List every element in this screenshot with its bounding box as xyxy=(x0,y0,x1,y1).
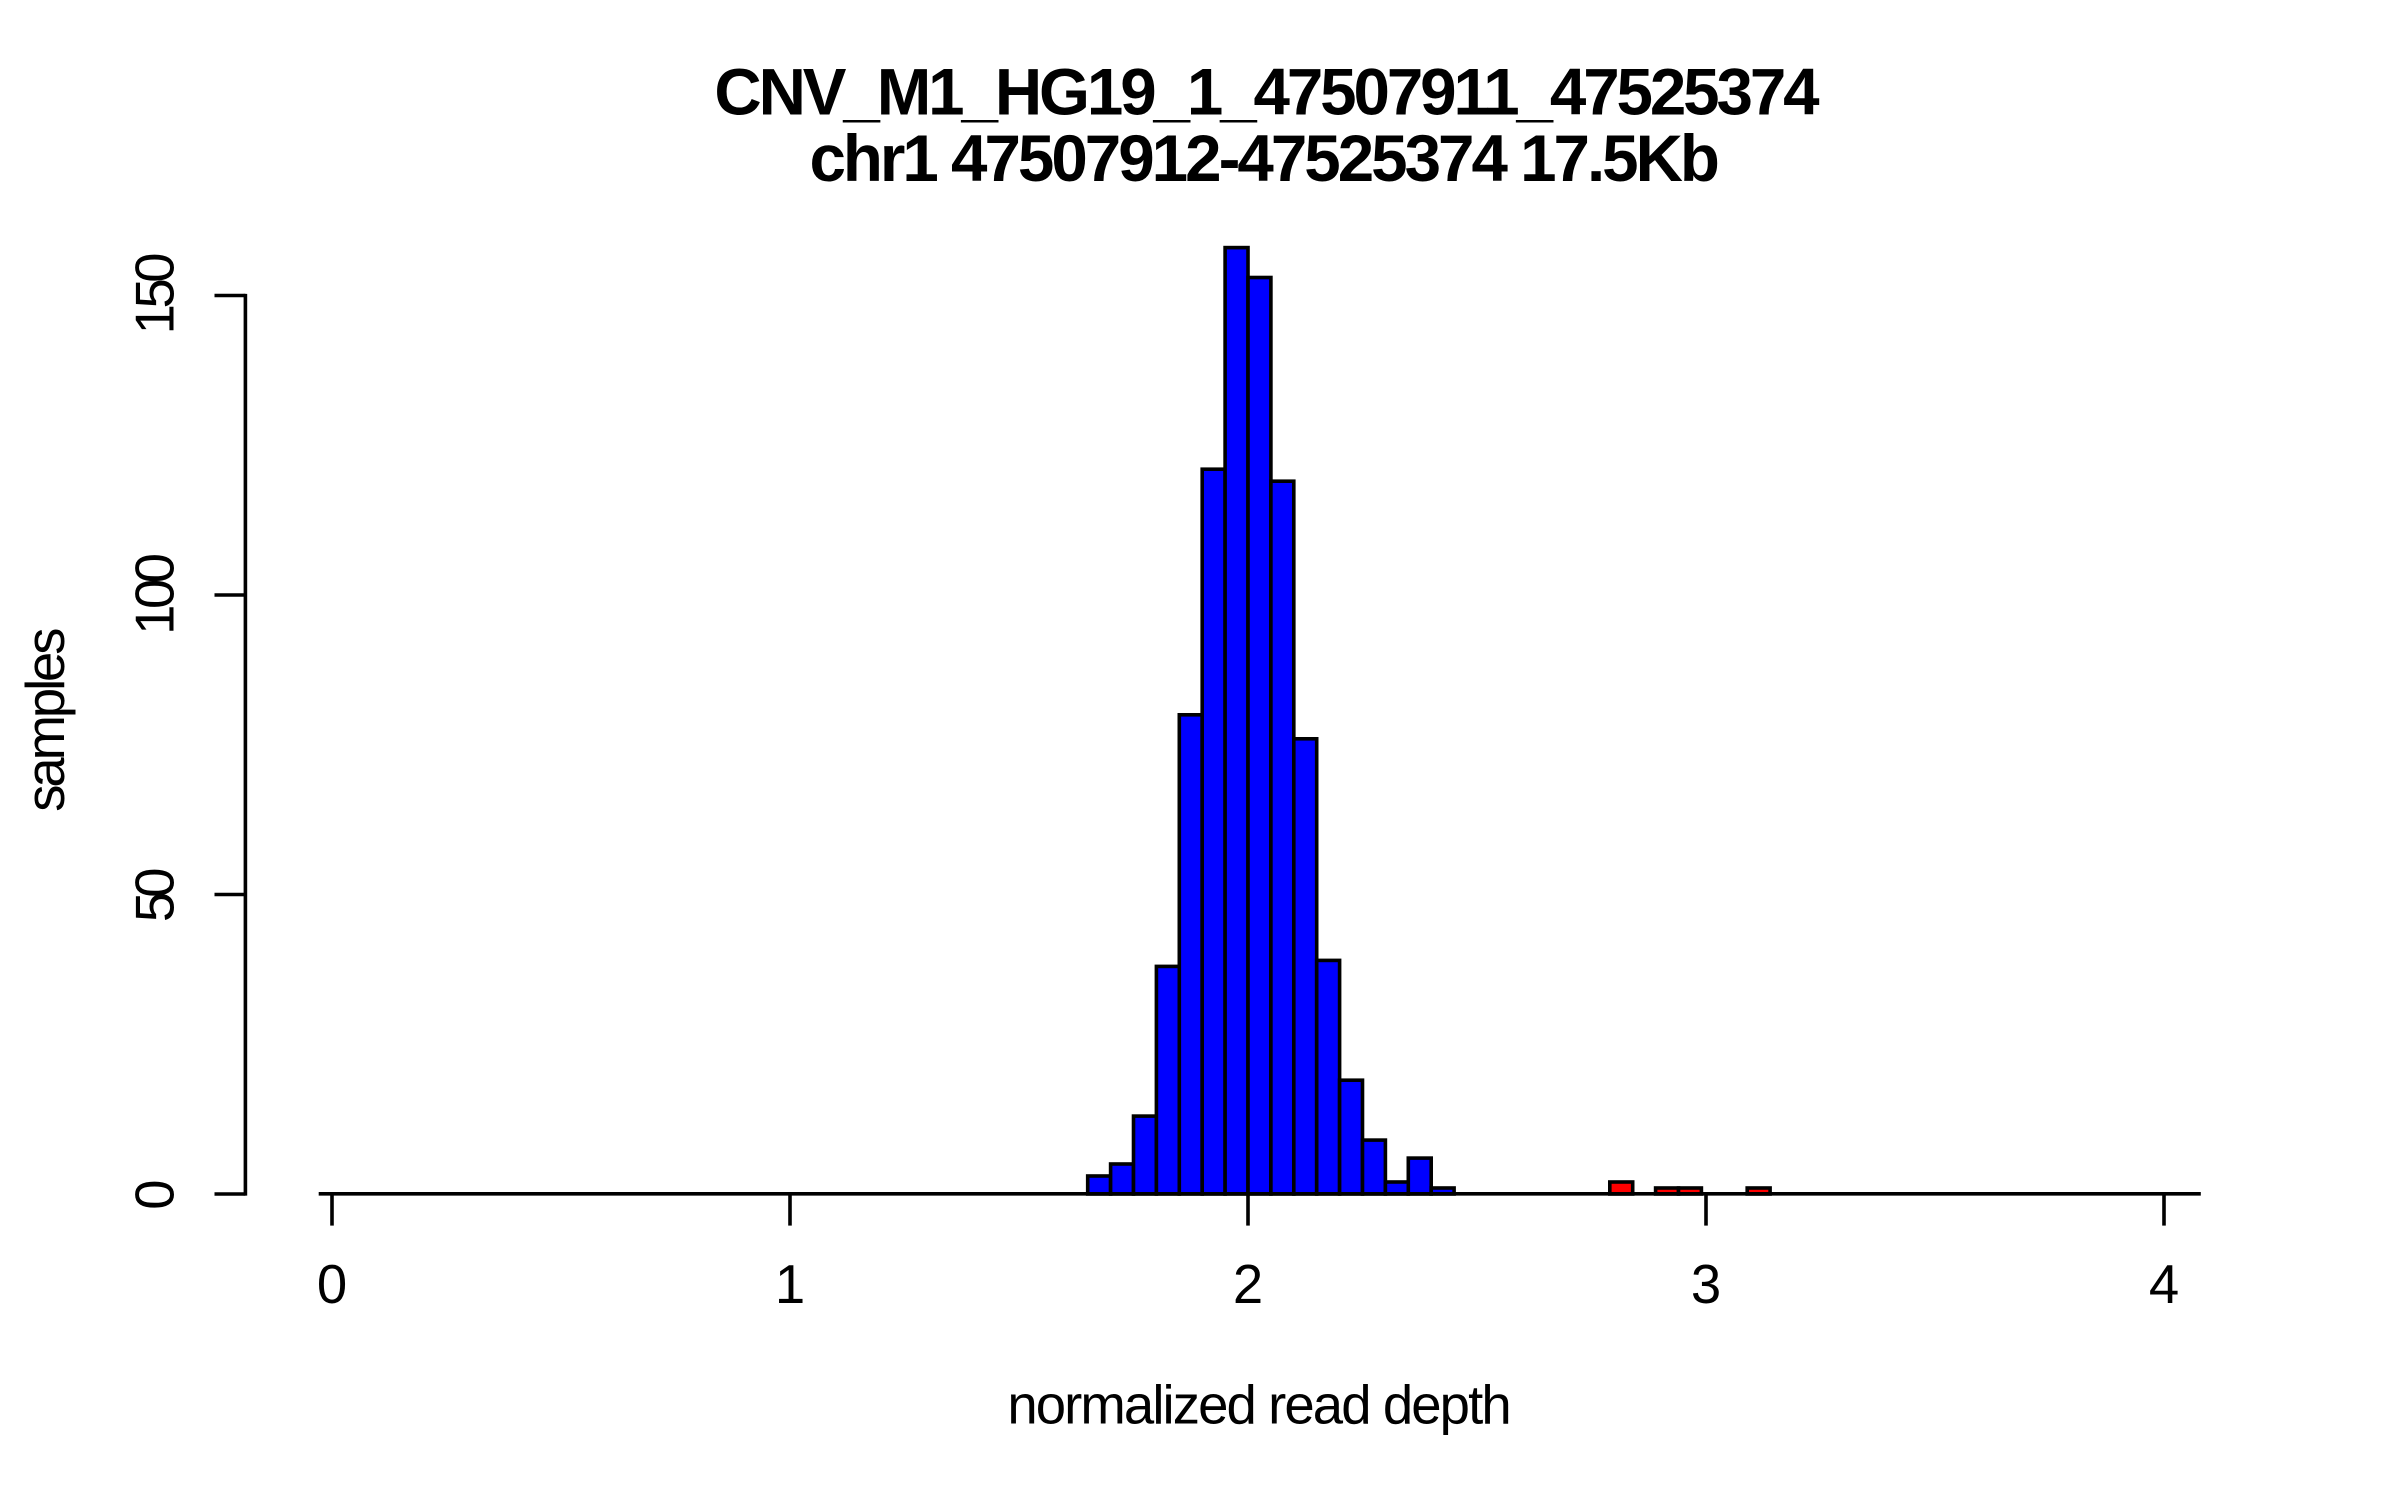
svg-text:4: 4 xyxy=(2149,1254,2179,1315)
svg-text:1: 1 xyxy=(775,1254,805,1315)
svg-text:3: 3 xyxy=(1691,1254,1721,1315)
svg-text:CNV_M1_HG19_1_47507911_4752537: CNV_M1_HG19_1_47507911_47525374 xyxy=(714,56,1820,129)
svg-text:2: 2 xyxy=(1233,1254,1263,1315)
svg-text:0: 0 xyxy=(317,1254,347,1315)
svg-text:chr1 47507912-47525374 17.5Kb: chr1 47507912-47525374 17.5Kb xyxy=(809,122,1720,195)
svg-text:100: 100 xyxy=(125,553,186,635)
svg-text:normalized read depth: normalized read depth xyxy=(1007,1375,1511,1436)
svg-text:0: 0 xyxy=(125,1179,186,1209)
svg-text:50: 50 xyxy=(125,868,186,923)
svg-text:samples: samples xyxy=(15,628,76,812)
svg-text:150: 150 xyxy=(125,252,186,334)
